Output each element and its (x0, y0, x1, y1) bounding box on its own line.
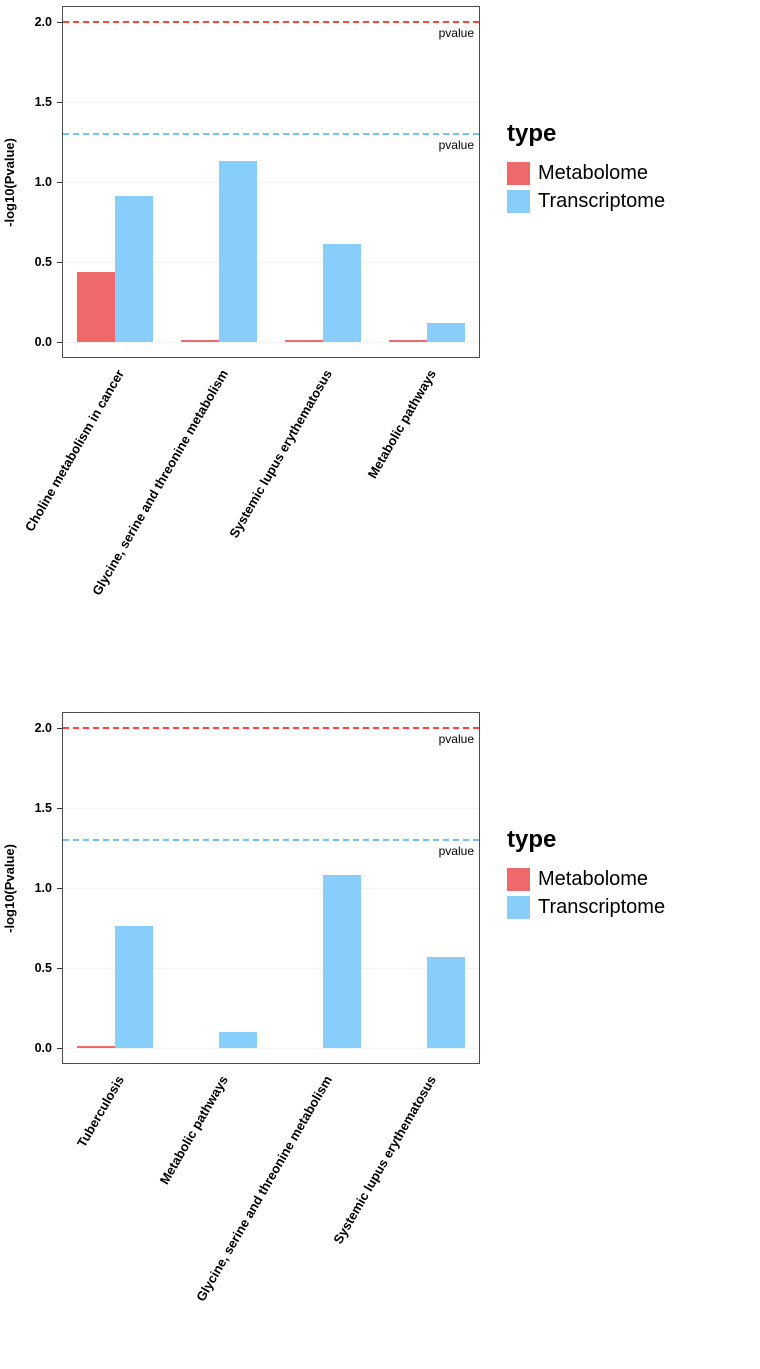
x-axis-labels: Choline metabolism in cancer Glycine, ser… (22, 361, 480, 706)
pvalue-label: pvalue (438, 844, 474, 858)
y-tick-label: 1.5 (34, 95, 52, 109)
bar-transcriptome (427, 322, 465, 342)
bar-metabolome (77, 1046, 115, 1048)
x-axis-labels: Tuberculosis Metabolic pathways Glycine, s… (62, 1067, 480, 1369)
pvalue-label: pvalue (438, 138, 474, 152)
bar-transcriptome (115, 926, 153, 1048)
legend-items: Metabolome Transcriptome (507, 868, 665, 919)
legend-label: Transcriptome (538, 896, 666, 918)
y-tick-label: 0.5 (34, 961, 52, 975)
legend-items: Metabolome Transcriptome (507, 162, 665, 213)
gridline (63, 182, 479, 183)
legend-item: Transcriptome (507, 896, 665, 919)
y-axis: 0.0 0.5 1.0 1.5 2.0 (14, 712, 62, 1064)
bar-metabolome (181, 340, 219, 342)
x-tick-label: Systemic lupus erythematosus (226, 367, 335, 541)
y-tick-label: 2.0 (34, 15, 52, 29)
y-tick-mark (57, 262, 62, 263)
reference-line (63, 133, 479, 135)
bar-transcriptome (115, 196, 153, 342)
legend-label: Transcriptome (538, 190, 666, 212)
gridline (63, 888, 479, 889)
legend-swatch-metabolome (507, 868, 530, 891)
pvalue-label: pvalue (438, 732, 474, 746)
x-tick-label: Glycine, serine and threonine metabolism (193, 1073, 335, 1304)
bar-metabolome (285, 340, 323, 342)
y-tick-mark (57, 102, 62, 103)
legend-item: Transcriptome (507, 190, 665, 213)
bar-transcriptome (219, 161, 257, 342)
bar-transcriptome (323, 875, 361, 1048)
legend-title: type (507, 120, 557, 147)
y-tick-mark (57, 808, 62, 809)
x-tick-label: Metabolic pathways (364, 367, 439, 481)
enrichment-barplot-top: -log10(Pvalue) 0.0 0.5 1.0 1.5 2.0 pvalue pva… (2, 6, 665, 706)
legend: type Metabolome Transcriptome (507, 826, 665, 924)
x-tick-label: Systemic lupus erythematosus (330, 1073, 439, 1247)
bar-metabolome (389, 340, 427, 342)
gridline (63, 968, 479, 969)
plot-panel: pvalue pvalue (62, 712, 480, 1064)
legend-label: Metabolome (538, 162, 649, 184)
gridline (63, 1048, 479, 1049)
y-tick-mark (57, 728, 62, 729)
y-tick-mark (57, 22, 62, 23)
x-tick-label: Glycine, serine and threonine metabolism (89, 367, 231, 598)
legend-swatch-transcriptome (507, 190, 530, 213)
gridline (63, 342, 479, 343)
reference-line (63, 21, 479, 23)
y-tick-mark (57, 182, 62, 183)
bar-metabolome (77, 271, 115, 342)
bar-transcriptome (323, 244, 361, 342)
gridline (63, 102, 479, 103)
y-tick-label: 1.0 (34, 881, 52, 895)
legend-swatch-metabolome (507, 162, 530, 185)
y-tick-mark (57, 888, 62, 889)
x-tick-label: Choline metabolism in cancer (21, 367, 127, 535)
x-tick-label: Tuberculosis (74, 1073, 127, 1150)
bar-transcriptome (219, 1032, 257, 1048)
legend-item: Metabolome (507, 868, 665, 891)
y-tick-mark (57, 968, 62, 969)
pvalue-label: pvalue (438, 26, 474, 40)
legend-swatch-transcriptome (507, 896, 530, 919)
y-tick-label: 0.0 (34, 335, 52, 349)
legend-title: type (507, 826, 557, 853)
reference-line (63, 839, 479, 841)
y-tick-label: 2.0 (34, 721, 52, 735)
legend-item: Metabolome (507, 162, 665, 185)
gridline (63, 262, 479, 263)
plot-panel: pvalue pvalue (62, 6, 480, 358)
y-tick-mark (57, 342, 62, 343)
x-tick-label: Metabolic pathways (156, 1073, 231, 1187)
legend: type Metabolome Transcriptome (507, 120, 665, 218)
y-tick-label: 1.0 (34, 175, 52, 189)
y-tick-mark (57, 1048, 62, 1049)
y-axis: 0.0 0.5 1.0 1.5 2.0 (14, 6, 62, 358)
y-tick-label: 0.0 (34, 1041, 52, 1055)
y-tick-label: 0.5 (34, 255, 52, 269)
gridline (63, 808, 479, 809)
bar-transcriptome (427, 956, 465, 1048)
enrichment-barplot-bottom: -log10(Pvalue) 0.0 0.5 1.0 1.5 2.0 pvalue pva… (0, 706, 760, 1369)
legend-label: Metabolome (538, 868, 649, 890)
reference-line (63, 727, 479, 729)
y-tick-label: 1.5 (34, 801, 52, 815)
